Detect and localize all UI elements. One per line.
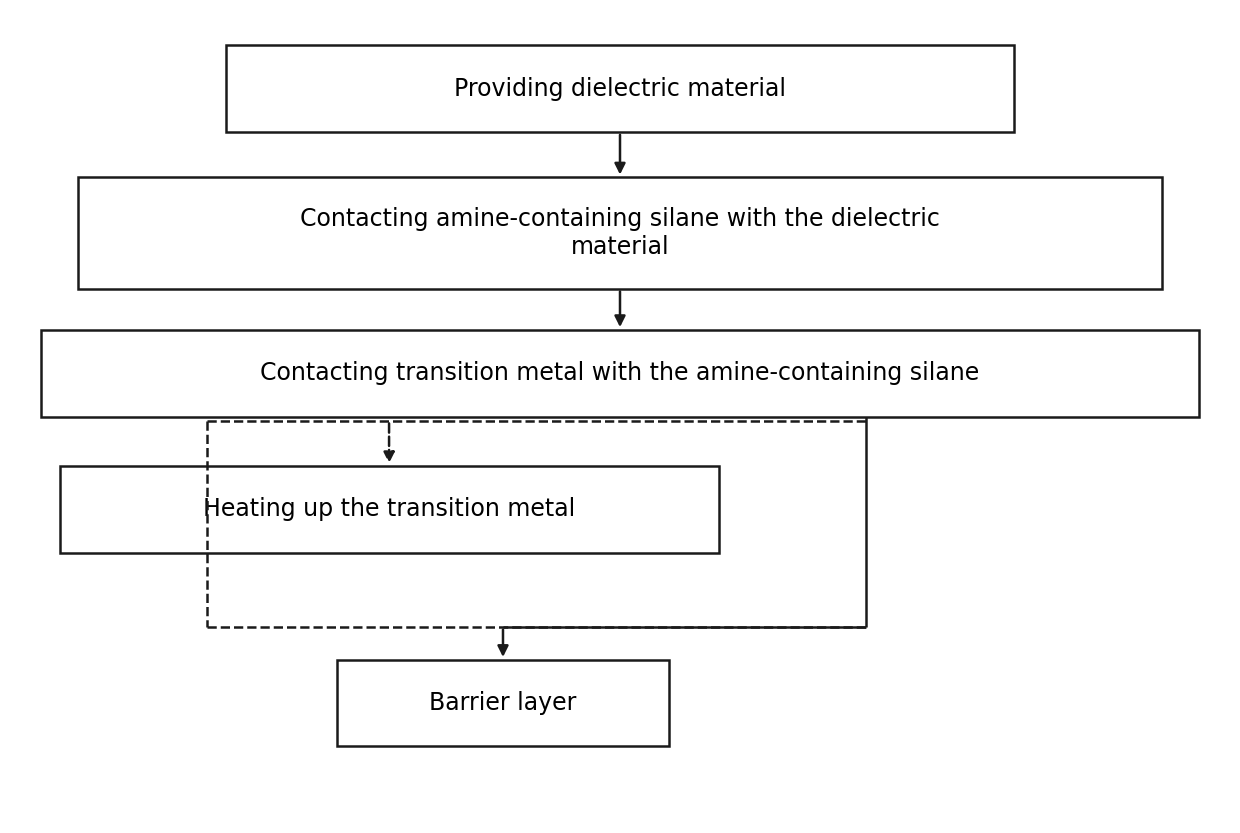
Text: Contacting amine-containing silane with the dielectric
material: Contacting amine-containing silane with …	[300, 207, 940, 259]
FancyBboxPatch shape	[337, 660, 670, 746]
FancyBboxPatch shape	[78, 177, 1162, 289]
Text: Providing dielectric material: Providing dielectric material	[454, 77, 786, 101]
Text: Barrier layer: Barrier layer	[429, 691, 577, 715]
Text: Heating up the transition metal: Heating up the transition metal	[203, 497, 575, 521]
FancyBboxPatch shape	[60, 466, 718, 552]
Text: Contacting transition metal with the amine-containing silane: Contacting transition metal with the ami…	[260, 362, 980, 385]
FancyBboxPatch shape	[41, 330, 1199, 416]
FancyBboxPatch shape	[226, 46, 1014, 132]
